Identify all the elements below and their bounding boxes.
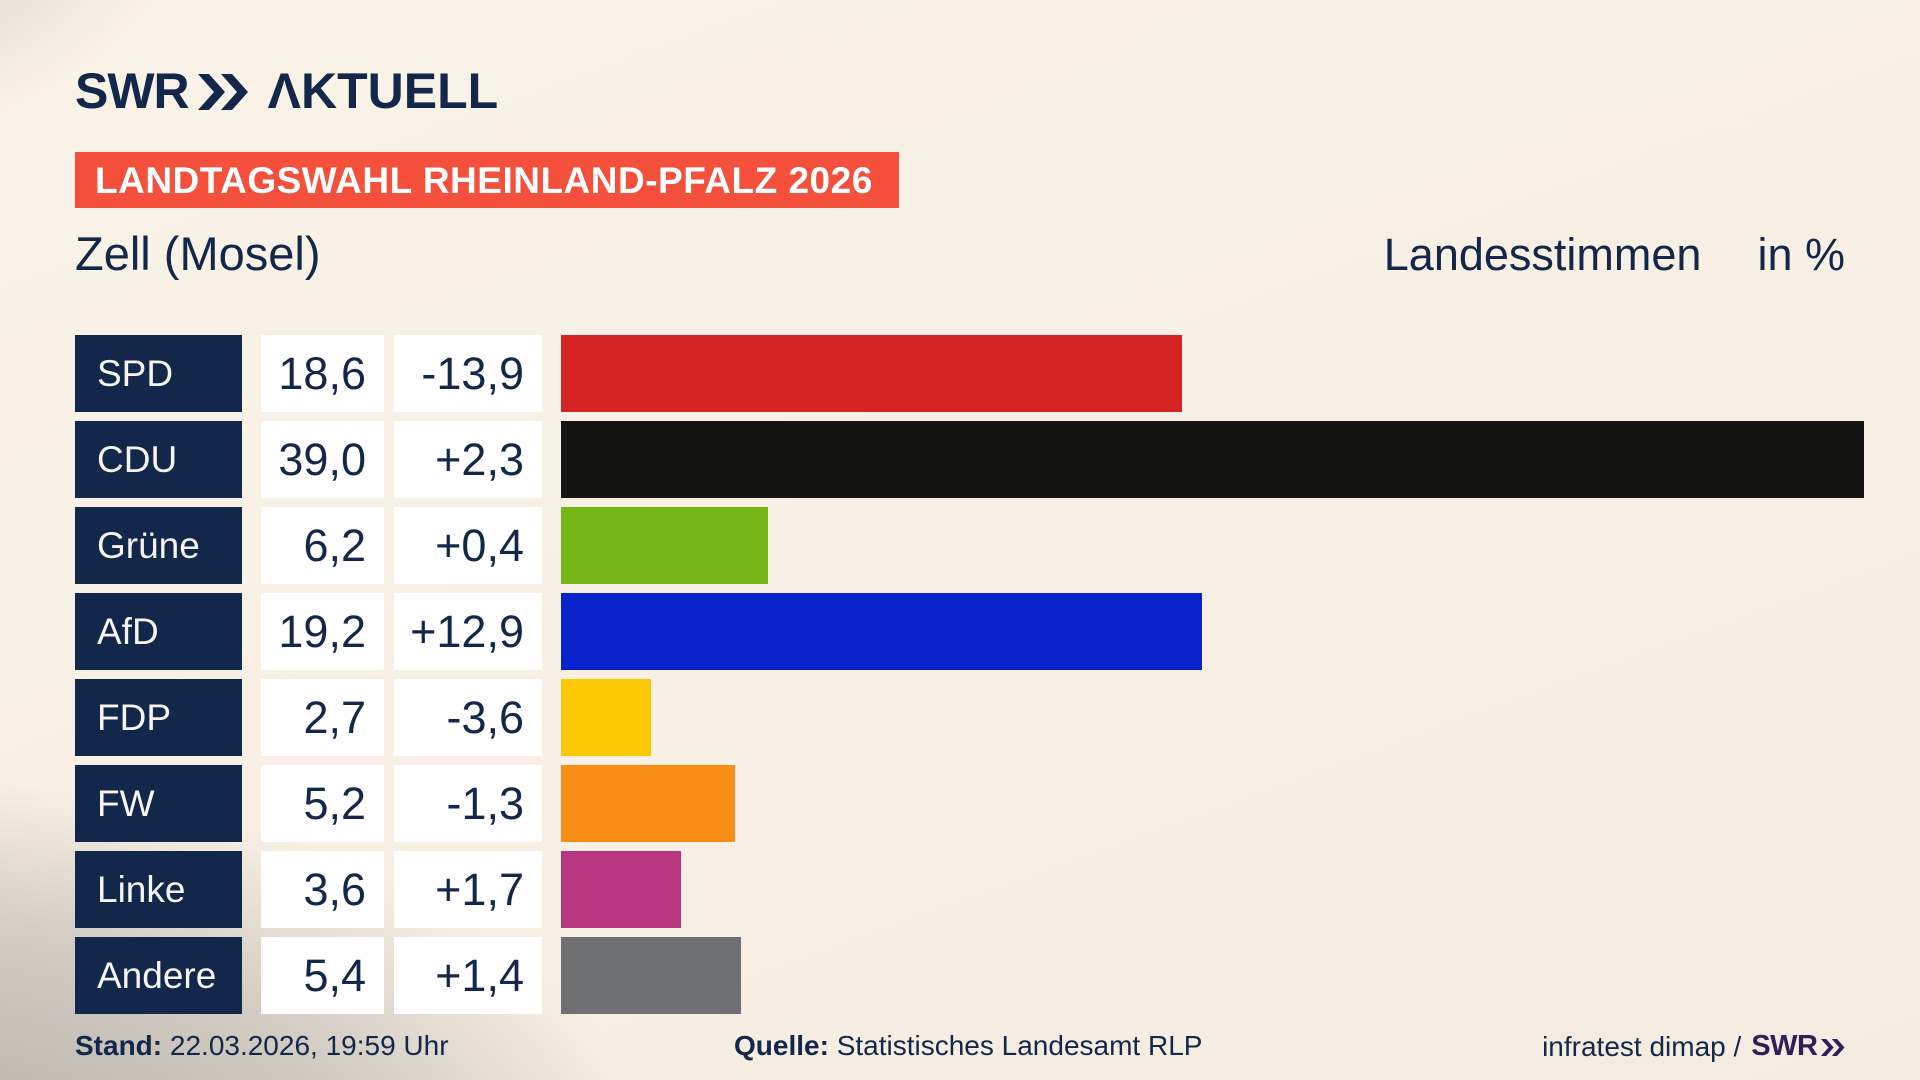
- credit-text: infratest dimap /: [1542, 1030, 1742, 1062]
- party-result-bar: [561, 937, 742, 1014]
- table-row: Grüne 6,2 +0,4: [75, 507, 1920, 584]
- table-row: AfD 19,2 +12,9: [75, 593, 1920, 670]
- party-label: CDU: [75, 421, 242, 498]
- party-result-bar: [561, 765, 735, 842]
- swr-logo-text: SWR: [75, 63, 190, 119]
- stand-label: Stand:: [75, 1030, 163, 1061]
- vote-type-label: Landesstimmen: [1383, 229, 1702, 280]
- swr-chevrons-icon: [197, 74, 248, 110]
- municipality-title: Zell (Mosel): [75, 227, 321, 280]
- party-percent-value: 3,6: [261, 851, 384, 928]
- credit: infratest dimap / SWR: [1542, 1030, 1845, 1063]
- credit-swr-text: SWR: [1751, 1030, 1818, 1062]
- aktuell-logo-text: ΛKTUELL: [267, 63, 499, 119]
- party-result-bar: [561, 421, 1864, 498]
- party-percent-value: 5,2: [261, 765, 384, 842]
- party-percent-value: 39,0: [261, 421, 384, 498]
- party-percent-value: 2,7: [261, 679, 384, 756]
- timestamp: Stand: 22.03.2026, 19:59 Uhr: [75, 1030, 449, 1062]
- table-row: Linke 3,6 +1,7: [75, 851, 1920, 928]
- quelle-label: Quelle:: [734, 1030, 829, 1061]
- vote-unit-label: in %: [1757, 229, 1845, 280]
- quelle-value: Statistisches Landesamt RLP: [836, 1030, 1203, 1061]
- party-change-value: +12,9: [394, 593, 542, 670]
- swr-chevrons-icon: [1821, 1039, 1845, 1056]
- footer: Stand: 22.03.2026, 19:59 Uhr Quelle: Sta…: [75, 1030, 1845, 1070]
- party-result-bar: [561, 507, 769, 584]
- party-result-bar: [561, 335, 1183, 412]
- stand-value: 22.03.2026, 19:59 Uhr: [169, 1030, 449, 1061]
- party-result-bar: [561, 679, 652, 756]
- party-change-value: +2,3: [394, 421, 542, 498]
- results-bar-chart: SPD 18,6 -13,9 CDU 39,0 +2,3 Grüne 6,2 +0,4 AfD 19…: [75, 335, 1920, 1023]
- election-banner: LANDTAGSWAHL RHEINLAND-PFALZ 2026: [75, 152, 899, 208]
- party-label: Linke: [75, 851, 242, 928]
- party-percent-value: 19,2: [261, 593, 384, 670]
- party-label: SPD: [75, 335, 242, 412]
- party-percent-value: 6,2: [261, 507, 384, 584]
- party-label: AfD: [75, 593, 242, 670]
- party-result-bar: [561, 851, 682, 928]
- party-label: Andere: [75, 937, 242, 1014]
- party-label: FW: [75, 765, 242, 842]
- party-change-value: -1,3: [394, 765, 542, 842]
- party-change-value: +1,7: [394, 851, 542, 928]
- party-change-value: +0,4: [394, 507, 542, 584]
- title-row: Zell (Mosel) Landesstimmen in %: [75, 226, 1845, 281]
- table-row: FW 5,2 -1,3: [75, 765, 1920, 842]
- party-change-value: +1,4: [394, 937, 542, 1014]
- table-row: SPD 18,6 -13,9: [75, 335, 1920, 412]
- table-row: CDU 39,0 +2,3: [75, 421, 1920, 498]
- party-label: Grüne: [75, 507, 242, 584]
- party-result-bar: [561, 593, 1203, 670]
- swr-aktuell-logo: SWR ΛKTUELL: [75, 62, 498, 120]
- party-percent-value: 18,6: [261, 335, 384, 412]
- vote-type-title: Landesstimmen in %: [1384, 229, 1845, 281]
- party-percent-value: 5,4: [261, 937, 384, 1014]
- party-change-value: -3,6: [394, 679, 542, 756]
- party-change-value: -13,9: [394, 335, 542, 412]
- party-label: FDP: [75, 679, 242, 756]
- source: Quelle: Statistisches Landesamt RLP: [734, 1030, 1202, 1062]
- table-row: FDP 2,7 -3,6: [75, 679, 1920, 756]
- table-row: Andere 5,4 +1,4: [75, 937, 1920, 1014]
- credit-swr-brand: SWR: [1751, 1030, 1845, 1063]
